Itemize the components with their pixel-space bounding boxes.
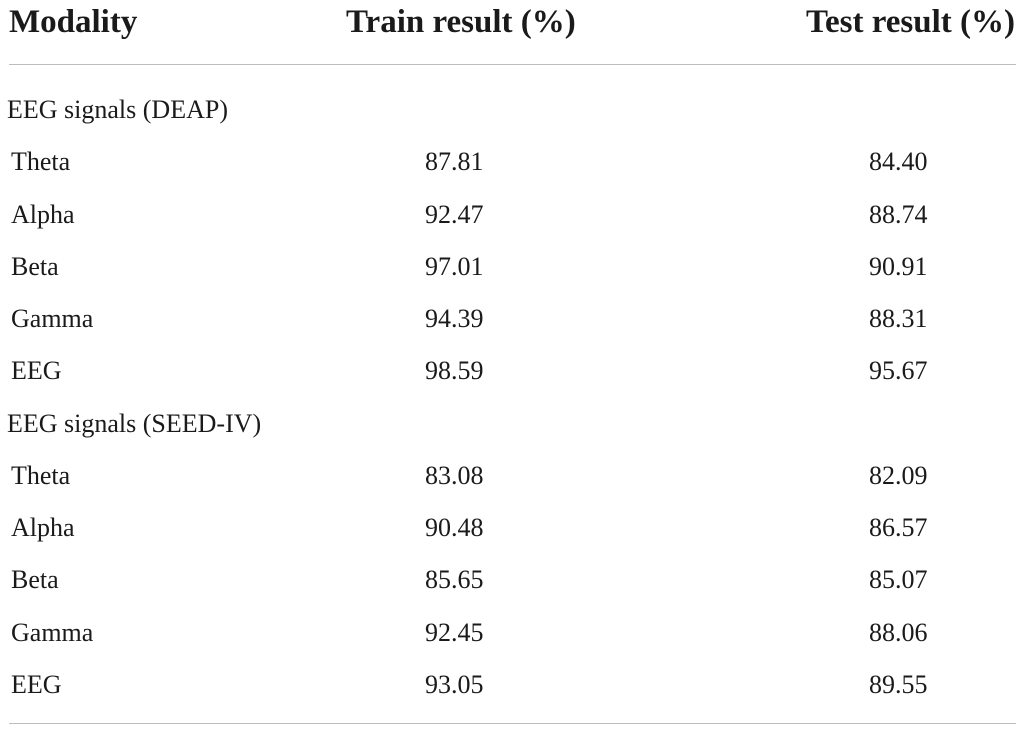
train-cell: 97.01 — [425, 251, 484, 281]
section-row-deap: EEG signals (DEAP) — [0, 84, 1021, 136]
modality-cell: Theta — [11, 460, 71, 490]
table-row: Alpha 90.48 86.57 — [0, 502, 1021, 554]
train-cell: 92.47 — [425, 199, 484, 229]
modality-cell: Alpha — [11, 199, 75, 229]
modality-cell: Gamma — [11, 617, 94, 647]
table-row: Theta 87.81 84.40 — [0, 136, 1021, 188]
table-row: Alpha 92.47 88.74 — [0, 189, 1021, 241]
modality-cell: Beta — [11, 565, 59, 595]
test-cell: 82.09 — [869, 460, 928, 490]
modality-cell: Beta — [11, 251, 59, 281]
modality-cell: Alpha — [11, 513, 75, 542]
table-row: Beta 85.65 85.07 — [0, 554, 1021, 606]
header-modality: Modality — [9, 4, 138, 40]
test-cell: 90.91 — [869, 251, 928, 281]
table-row: Theta 83.08 82.09 — [0, 450, 1021, 502]
test-cell: 86.57 — [869, 513, 928, 542]
modality-cell: Theta — [11, 147, 71, 177]
table-body: EEG signals (DEAP) Theta 87.81 84.40 Alp… — [0, 84, 1021, 711]
modality-cell: EEG — [11, 356, 62, 386]
test-cell: 88.74 — [869, 199, 928, 229]
train-cell: 90.48 — [425, 513, 484, 542]
table-row: EEG 93.05 89.55 — [0, 659, 1021, 711]
test-cell: 95.67 — [869, 356, 928, 386]
train-cell: 92.45 — [425, 617, 484, 647]
section-row-seed-iv: EEG signals (SEED-IV) — [0, 398, 1021, 450]
test-cell: 85.07 — [869, 565, 928, 595]
table-row: Gamma 92.45 88.06 — [0, 607, 1021, 659]
test-cell: 84.40 — [869, 147, 928, 177]
test-cell: 88.31 — [869, 304, 928, 333]
section-title: EEG signals (DEAP) — [7, 95, 228, 124]
table-row: EEG 98.59 95.67 — [0, 345, 1021, 397]
header-divider — [9, 64, 1016, 65]
header-train-result: Train result (%) — [346, 4, 576, 40]
train-cell: 94.39 — [425, 304, 484, 333]
table-bottom-rule — [9, 723, 1016, 724]
test-cell: 89.55 — [869, 669, 928, 699]
header-test-result: Test result (%) — [806, 4, 1015, 40]
table-header: Modality Train result (%) Test result (%… — [0, 0, 1021, 48]
train-cell: 98.59 — [425, 356, 484, 386]
table-row: Beta 97.01 90.91 — [0, 241, 1021, 293]
test-cell: 88.06 — [869, 617, 928, 647]
train-cell: 85.65 — [425, 565, 484, 595]
train-cell: 93.05 — [425, 669, 484, 699]
modality-cell: Gamma — [11, 304, 94, 333]
train-cell: 83.08 — [425, 460, 484, 490]
train-cell: 87.81 — [425, 147, 484, 177]
section-title: EEG signals (SEED-IV) — [7, 408, 262, 438]
modality-cell: EEG — [11, 669, 62, 699]
table-row: Gamma 94.39 88.31 — [0, 293, 1021, 345]
